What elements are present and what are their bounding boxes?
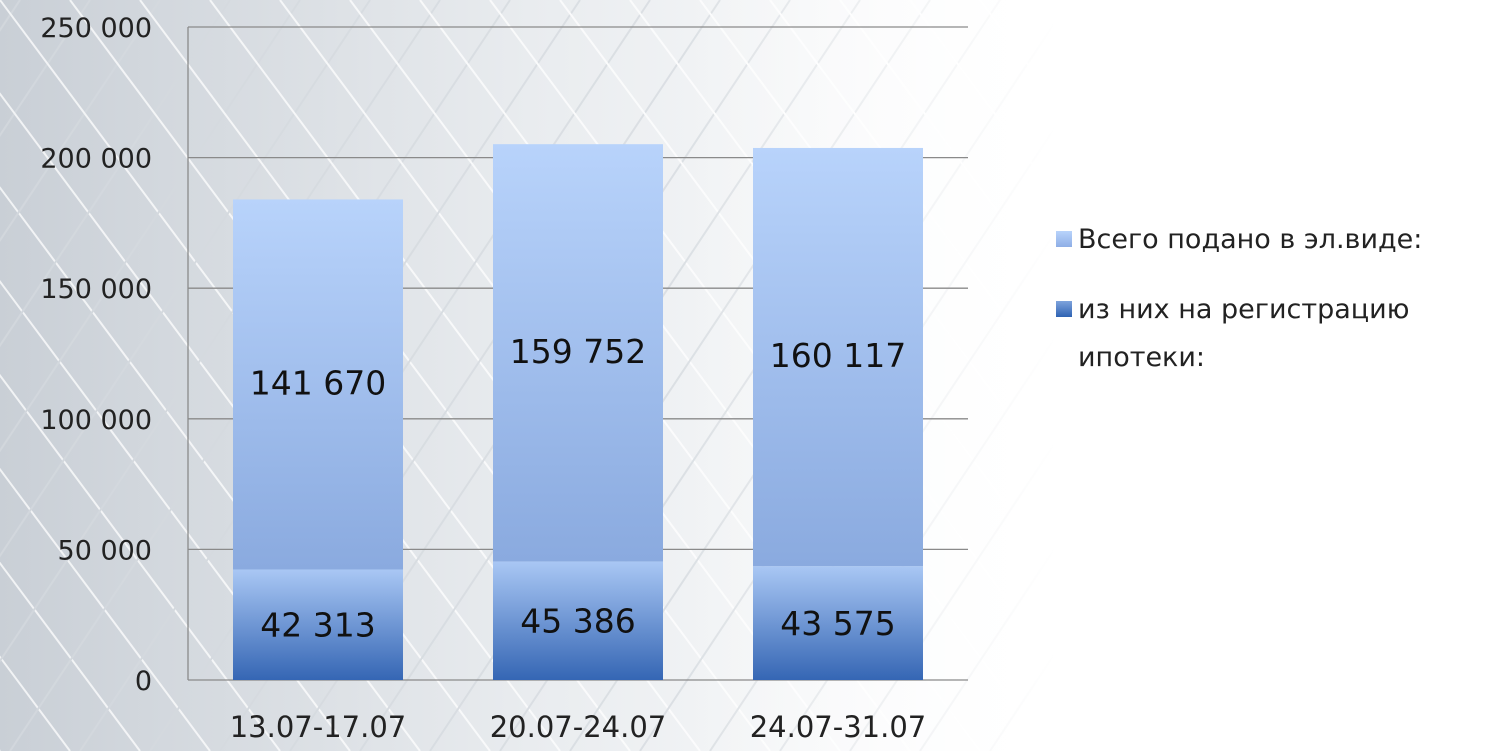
y-tick-label: 100 000: [40, 405, 152, 436]
bar-mortgage: [493, 561, 663, 680]
x-tick-label: 20.07-24.07: [490, 710, 667, 744]
legend-item-mortgage: из них на регистрацию ипотеки:: [1056, 286, 1506, 382]
data-label-mortgage: 45 386: [520, 602, 635, 641]
bar-total: [753, 147, 923, 567]
legend-label-mortgage: из них на регистрацию ипотеки:: [1078, 294, 1410, 373]
legend-item-total: Всего подано в эл.виде:: [1056, 216, 1506, 264]
bar-total: [493, 144, 663, 562]
legend-label-total: Всего подано в эл.виде:: [1078, 224, 1423, 255]
chart-legend: Всего подано в эл.виде: из них на регист…: [1056, 216, 1506, 404]
data-label-total: 141 670: [250, 363, 386, 402]
y-tick-label: 0: [135, 666, 152, 697]
bar-mortgage: [233, 569, 403, 680]
data-label-mortgage: 43 575: [780, 604, 895, 643]
bar-total: [233, 199, 403, 570]
bar-mortgage: [753, 566, 923, 680]
y-tick-label: 150 000: [40, 274, 152, 305]
y-tick-label: 250 000: [40, 13, 152, 44]
y-tick-label: 50 000: [58, 535, 152, 566]
data-label-total: 159 752: [510, 332, 646, 371]
data-label-mortgage: 42 313: [260, 606, 375, 645]
x-tick-label: 13.07-17.07: [230, 710, 407, 744]
legend-swatch-total: [1056, 231, 1072, 247]
legend-swatch-mortgage: [1056, 301, 1072, 317]
x-tick-label: 24.07-31.07: [750, 710, 927, 744]
y-tick-label: 200 000: [40, 144, 152, 175]
data-label-total: 160 117: [770, 336, 906, 375]
